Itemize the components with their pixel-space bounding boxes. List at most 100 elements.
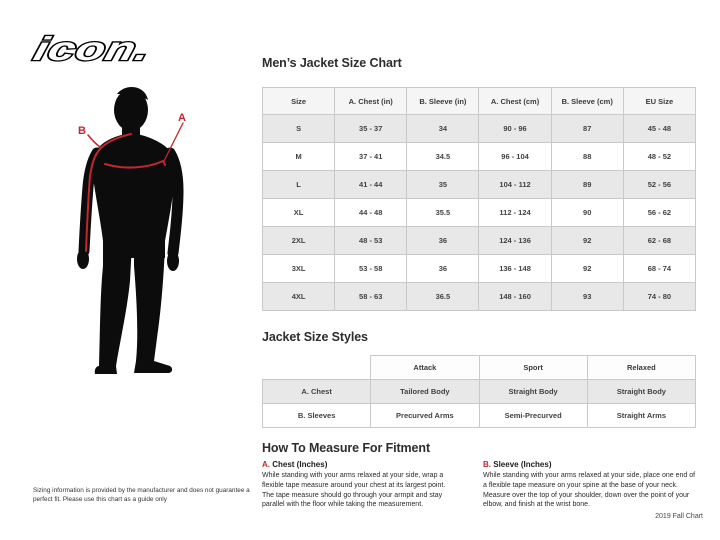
measurement-label-a: A bbox=[178, 112, 186, 124]
table-cell: 148 - 160 bbox=[478, 282, 552, 311]
table-cell: 53 - 58 bbox=[334, 254, 408, 283]
table-cell: Precurved Arms bbox=[370, 403, 480, 428]
table-cell: Straight Body bbox=[586, 379, 697, 404]
size-chart-title: Men’s Jacket Size Chart bbox=[262, 56, 402, 70]
male-silhouette-figure: A B bbox=[77, 86, 186, 374]
silhouette-hands bbox=[77, 249, 179, 271]
table-row: 3XL 53 - 58 36 136 - 148 92 68 - 74 bbox=[261, 254, 697, 283]
sleeve-measure-line bbox=[85, 133, 132, 252]
table-cell: 87 bbox=[550, 114, 624, 143]
table-row: XL 44 - 48 35.5 112 - 124 90 56 - 62 bbox=[261, 198, 697, 227]
column-header: Sport bbox=[478, 355, 588, 380]
table-cell: S bbox=[261, 114, 336, 143]
sizing-disclaimer: Sizing information is provided by the ma… bbox=[33, 487, 250, 504]
table-cell: Straight Arms bbox=[586, 403, 697, 428]
measure-instructions: A. Chest (Inches) While standing with yo… bbox=[262, 460, 697, 510]
chest-measure-line bbox=[104, 159, 166, 169]
table-cell: 93 bbox=[550, 282, 624, 311]
measure-body-chest: While standing with your arms relaxed at… bbox=[262, 472, 446, 509]
measure-heading-sleeve: B. Sleeve (Inches) bbox=[483, 460, 697, 469]
table-cell: 36 bbox=[406, 254, 480, 283]
chart-content-column: Men’s Jacket Size Chart Size A. Chest (in… bbox=[261, 56, 697, 510]
column-header: Size bbox=[261, 87, 336, 115]
measure-instruction-sleeve: B. Sleeve (Inches) While standing with y… bbox=[483, 460, 697, 510]
chest-label-connector bbox=[163, 122, 184, 162]
measure-body-sleeve: While standing with your arms relaxed at… bbox=[483, 472, 696, 509]
table-cell: XL bbox=[261, 198, 336, 227]
table-cell: 88 bbox=[550, 142, 624, 171]
measure-instruction-chest: A. Chest (Inches) While standing with yo… bbox=[262, 460, 458, 510]
table-cell: 92 bbox=[550, 226, 624, 255]
silhouette-body bbox=[89, 86, 177, 374]
table-row: B. Sleeves Precurved Arms Semi-Precurved St… bbox=[261, 403, 697, 428]
styles-title: Jacket Size Styles bbox=[262, 330, 368, 344]
measure-title: How To Measure For Fitment bbox=[262, 441, 431, 455]
table-cell: 37 - 41 bbox=[334, 142, 408, 171]
table-cell: 52 - 56 bbox=[622, 170, 697, 199]
sleeve-label-connector bbox=[87, 134, 101, 148]
table-row: 2XL 48 - 53 36 124 - 136 92 62 - 68 bbox=[261, 226, 697, 255]
table-cell: 35 bbox=[406, 170, 480, 199]
table-cell: 56 - 62 bbox=[622, 198, 697, 227]
table-cell: 74 - 80 bbox=[622, 282, 697, 311]
measurement-label-b: B bbox=[78, 125, 86, 137]
column-header: B. Sleeve (cm) bbox=[550, 87, 624, 115]
table-cell: 44 - 48 bbox=[334, 198, 408, 227]
icon-brand-logo: icon. bbox=[29, 28, 157, 68]
column-header: A. Chest (in) bbox=[334, 87, 408, 115]
table-cell: Straight Body bbox=[478, 379, 588, 404]
table-cell: 62 - 68 bbox=[622, 226, 697, 255]
column-header: Relaxed bbox=[586, 355, 697, 380]
table-cell: B. Sleeves bbox=[261, 403, 372, 428]
table-cell: 92 bbox=[550, 254, 624, 283]
table-cell: 104 - 112 bbox=[478, 170, 552, 199]
header-row: Size A. Chest (in) B. Sleeve (in) A. Chest … bbox=[261, 87, 697, 115]
logo-text: icon. bbox=[30, 30, 155, 67]
table-row: S 35 - 37 34 90 - 96 87 45 - 48 bbox=[261, 114, 697, 143]
measure-prefix-b: B. bbox=[483, 460, 491, 469]
column-header: Attack bbox=[370, 355, 480, 380]
table-cell: 124 - 136 bbox=[478, 226, 552, 255]
table-cell: 41 - 44 bbox=[334, 170, 408, 199]
table-row: 4XL 58 - 63 36.5 148 - 160 93 74 - 80 bbox=[261, 282, 697, 311]
table-row: M 37 - 41 34.5 96 - 104 88 48 - 52 bbox=[261, 142, 697, 171]
table-cell: 35.5 bbox=[406, 198, 480, 227]
column-header: B. Sleeve (in) bbox=[406, 87, 480, 115]
table-cell: 36 bbox=[406, 226, 480, 255]
header-row: Attack Sport Relaxed bbox=[263, 355, 697, 380]
table-cell: 89 bbox=[550, 170, 624, 199]
measure-prefix-a: A. bbox=[262, 460, 270, 469]
mens-jacket-size-table: Size A. Chest (in) B. Sleeve (in) A. Chest … bbox=[261, 87, 697, 311]
table-cell: 112 - 124 bbox=[478, 198, 552, 227]
table-cell: 34 bbox=[406, 114, 480, 143]
table-cell: 96 - 104 bbox=[478, 142, 552, 171]
measure-heading-sleeve-text: Sleeve (Inches) bbox=[493, 460, 552, 469]
table-cell: Semi-Precurved bbox=[478, 403, 588, 428]
table-cell: 3XL bbox=[261, 254, 336, 283]
table-cell: L bbox=[261, 170, 336, 199]
table-cell: 48 - 52 bbox=[622, 142, 697, 171]
measure-heading-chest-text: Chest (Inches) bbox=[272, 460, 328, 469]
table-cell: A. Chest bbox=[261, 379, 372, 404]
table-cell: 90 - 96 bbox=[478, 114, 552, 143]
table-cell: 48 - 53 bbox=[334, 226, 408, 255]
jacket-size-styles-table: Attack Sport Relaxed A. Chest Tailored Body S… bbox=[261, 355, 697, 428]
table-cell: 136 - 148 bbox=[478, 254, 552, 283]
table-cell: M bbox=[261, 142, 336, 171]
table-cell: 2XL bbox=[261, 226, 336, 255]
column-header: EU Size bbox=[622, 87, 697, 115]
measure-heading-chest: A. Chest (Inches) bbox=[262, 460, 458, 469]
column-header bbox=[263, 356, 371, 380]
table-row: L 41 - 44 35 104 - 112 89 52 - 56 bbox=[261, 170, 697, 199]
table-cell: 35 - 37 bbox=[334, 114, 408, 143]
table-cell: 4XL bbox=[261, 282, 336, 311]
chart-version-label: 2019 Fall Chart bbox=[655, 513, 703, 520]
table-cell: 34.5 bbox=[406, 142, 480, 171]
table-cell: 36.5 bbox=[406, 282, 480, 311]
table-cell: 68 - 74 bbox=[622, 254, 697, 283]
table-cell: Tailored Body bbox=[370, 379, 480, 404]
column-header: A. Chest (cm) bbox=[478, 87, 552, 115]
table-cell: 45 - 48 bbox=[622, 114, 697, 143]
table-row: A. Chest Tailored Body Straight Body Straig… bbox=[261, 379, 697, 404]
